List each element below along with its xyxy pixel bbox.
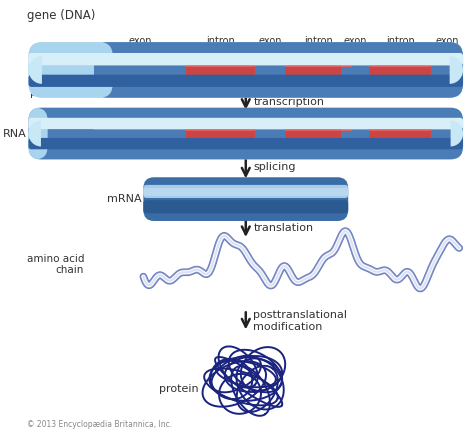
FancyBboxPatch shape <box>143 185 348 198</box>
Text: exon: exon <box>436 36 459 46</box>
Bar <box>369 56 431 84</box>
Bar <box>186 125 255 131</box>
FancyBboxPatch shape <box>28 108 463 159</box>
Bar <box>369 125 431 131</box>
FancyBboxPatch shape <box>28 118 463 129</box>
Wedge shape <box>28 121 41 146</box>
FancyBboxPatch shape <box>143 188 348 196</box>
Bar <box>93 123 186 130</box>
Bar <box>186 56 255 84</box>
Text: mRNA: mRNA <box>107 194 141 204</box>
Bar <box>285 121 352 146</box>
Text: intron: intron <box>304 36 333 46</box>
FancyBboxPatch shape <box>93 42 463 98</box>
Bar <box>431 121 463 146</box>
Text: translation: translation <box>254 224 314 233</box>
Text: amino acid
chain: amino acid chain <box>27 254 84 276</box>
Bar <box>340 59 369 66</box>
Bar <box>93 121 186 146</box>
Bar <box>369 60 431 67</box>
Bar <box>255 56 285 84</box>
Text: © 2013 Encyclopædia Britannica, Inc.: © 2013 Encyclopædia Britannica, Inc. <box>27 420 172 429</box>
Bar <box>186 121 255 146</box>
FancyBboxPatch shape <box>28 53 463 65</box>
Text: exon: exon <box>128 36 152 46</box>
Bar <box>93 59 186 66</box>
FancyBboxPatch shape <box>143 177 348 221</box>
Bar <box>93 56 186 84</box>
FancyBboxPatch shape <box>28 108 48 159</box>
FancyBboxPatch shape <box>28 75 463 87</box>
Text: promoter: promoter <box>30 88 79 98</box>
Text: posttranslational
modification: posttranslational modification <box>254 310 347 332</box>
Text: exon: exon <box>258 36 282 46</box>
Text: protein: protein <box>159 384 199 394</box>
Text: RNA: RNA <box>3 128 27 138</box>
Bar <box>285 60 352 67</box>
FancyBboxPatch shape <box>28 108 463 159</box>
Bar <box>431 56 463 84</box>
Bar <box>255 121 285 146</box>
FancyBboxPatch shape <box>143 200 348 214</box>
Bar <box>285 125 352 131</box>
Wedge shape <box>450 56 463 84</box>
Bar <box>255 123 285 130</box>
FancyBboxPatch shape <box>28 138 463 149</box>
FancyBboxPatch shape <box>28 42 113 98</box>
Bar <box>369 121 431 146</box>
Bar <box>186 60 255 67</box>
Wedge shape <box>451 121 463 146</box>
Bar <box>285 56 352 84</box>
Bar <box>340 121 369 146</box>
Text: gene (DNA): gene (DNA) <box>27 10 95 22</box>
Bar <box>340 123 369 130</box>
Text: intron: intron <box>207 36 235 46</box>
Bar <box>431 59 463 66</box>
FancyBboxPatch shape <box>28 42 463 98</box>
Bar <box>431 123 463 130</box>
Text: intron: intron <box>386 36 415 46</box>
Text: splicing: splicing <box>254 162 296 172</box>
Bar <box>340 56 369 84</box>
Text: transcription: transcription <box>254 97 324 107</box>
Bar <box>255 59 285 66</box>
Wedge shape <box>28 56 42 84</box>
Text: exon: exon <box>343 36 366 46</box>
